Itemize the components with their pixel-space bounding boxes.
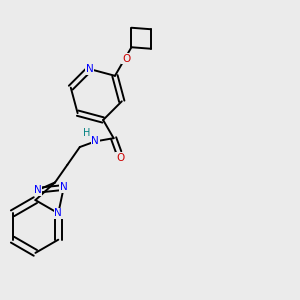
Text: N: N: [34, 185, 41, 195]
Text: N: N: [85, 64, 93, 74]
Text: N: N: [60, 182, 68, 193]
Text: N: N: [54, 208, 62, 218]
Text: N: N: [92, 136, 99, 146]
Text: O: O: [116, 153, 124, 163]
Text: O: O: [122, 53, 130, 64]
Text: H: H: [83, 128, 91, 138]
